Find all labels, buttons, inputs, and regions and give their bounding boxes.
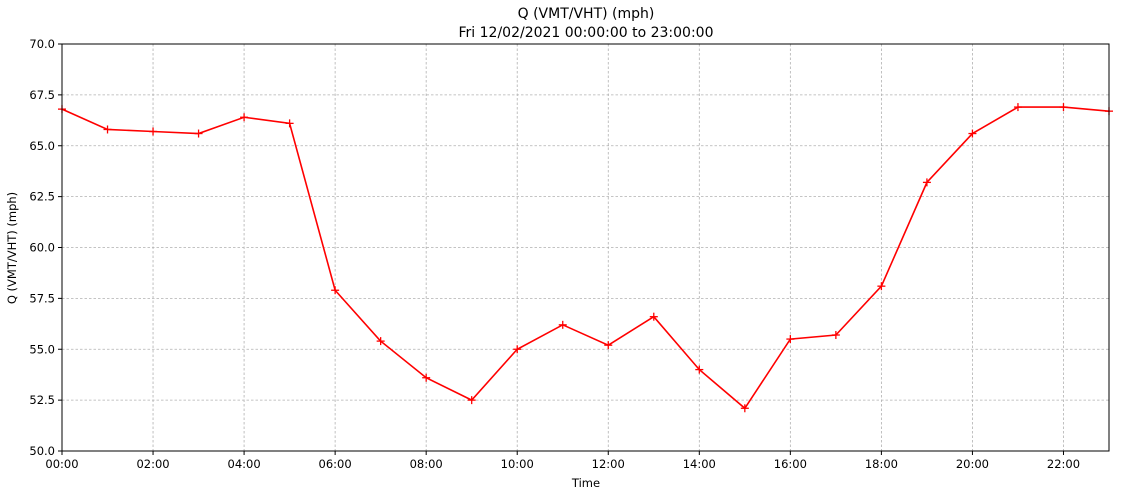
data-point-marker	[740, 404, 749, 413]
y-tick-label: 62.5	[29, 190, 55, 204]
x-tick-label: 04:00	[228, 457, 261, 471]
x-tick-label: 12:00	[592, 457, 625, 471]
x-axis-label: Time	[571, 476, 600, 490]
y-tick-label: 70.0	[29, 37, 55, 51]
data-point-marker	[513, 345, 522, 354]
y-tick-label: 52.5	[29, 393, 55, 407]
chart-title: Q (VMT/VHT) (mph)	[518, 6, 655, 22]
data-point-marker	[331, 286, 340, 295]
data-point-marker	[194, 129, 203, 138]
data-point-marker	[240, 113, 249, 122]
x-tick-label: 22:00	[1047, 457, 1080, 471]
data-point-marker	[285, 119, 294, 128]
data-point-marker	[1013, 103, 1022, 112]
x-tick-label: 14:00	[683, 457, 716, 471]
y-tick-label: 65.0	[29, 139, 55, 153]
data-point-marker	[968, 129, 977, 138]
y-tick-label: 50.0	[29, 444, 55, 458]
data-point-marker	[422, 373, 431, 382]
y-axis: 50.0 52.5 55.0 57.5 60.0 62.5 65.0 67.5 70.0	[29, 37, 62, 458]
x-axis: 00:00 02:00 04:00 06:00 08:00 10:00 12:00 14:00…	[45, 451, 1080, 471]
x-tick-label: 10:00	[501, 457, 534, 471]
grid-lines	[61, 43, 1109, 452]
data-point-marker	[831, 331, 840, 340]
x-tick-label: 16:00	[774, 457, 807, 471]
x-tick-label: 00:00	[45, 457, 78, 471]
data-point-marker	[103, 125, 112, 134]
series-line	[61, 106, 1110, 410]
data-point-marker	[1059, 103, 1068, 112]
y-axis-label: Q (VMT/VHT) (mph)	[5, 192, 19, 304]
data-point-marker	[558, 320, 567, 329]
y-tick-label: 55.0	[29, 342, 55, 356]
data-point-marker	[877, 282, 886, 291]
data-point-marker	[467, 396, 476, 405]
x-tick-label: 08:00	[410, 457, 443, 471]
data-point-marker	[604, 341, 613, 350]
x-tick-label: 02:00	[136, 457, 169, 471]
chart-subtitle: Fri 12/02/2021 00:00:00 to 23:00:00	[459, 25, 714, 41]
data-point-marker	[922, 178, 931, 187]
x-tick-label: 18:00	[865, 457, 898, 471]
y-tick-label: 57.5	[29, 291, 55, 305]
data-point-marker	[649, 312, 658, 321]
y-tick-label: 60.0	[29, 241, 55, 255]
x-tick-label: 06:00	[319, 457, 352, 471]
data-point-marker	[695, 365, 704, 374]
y-tick-label: 67.5	[29, 88, 55, 102]
series-layer	[58, 103, 1113, 413]
data-point-marker	[376, 337, 385, 346]
data-point-marker	[786, 335, 795, 344]
x-tick-label: 20:00	[956, 457, 989, 471]
data-point-marker	[149, 127, 158, 136]
